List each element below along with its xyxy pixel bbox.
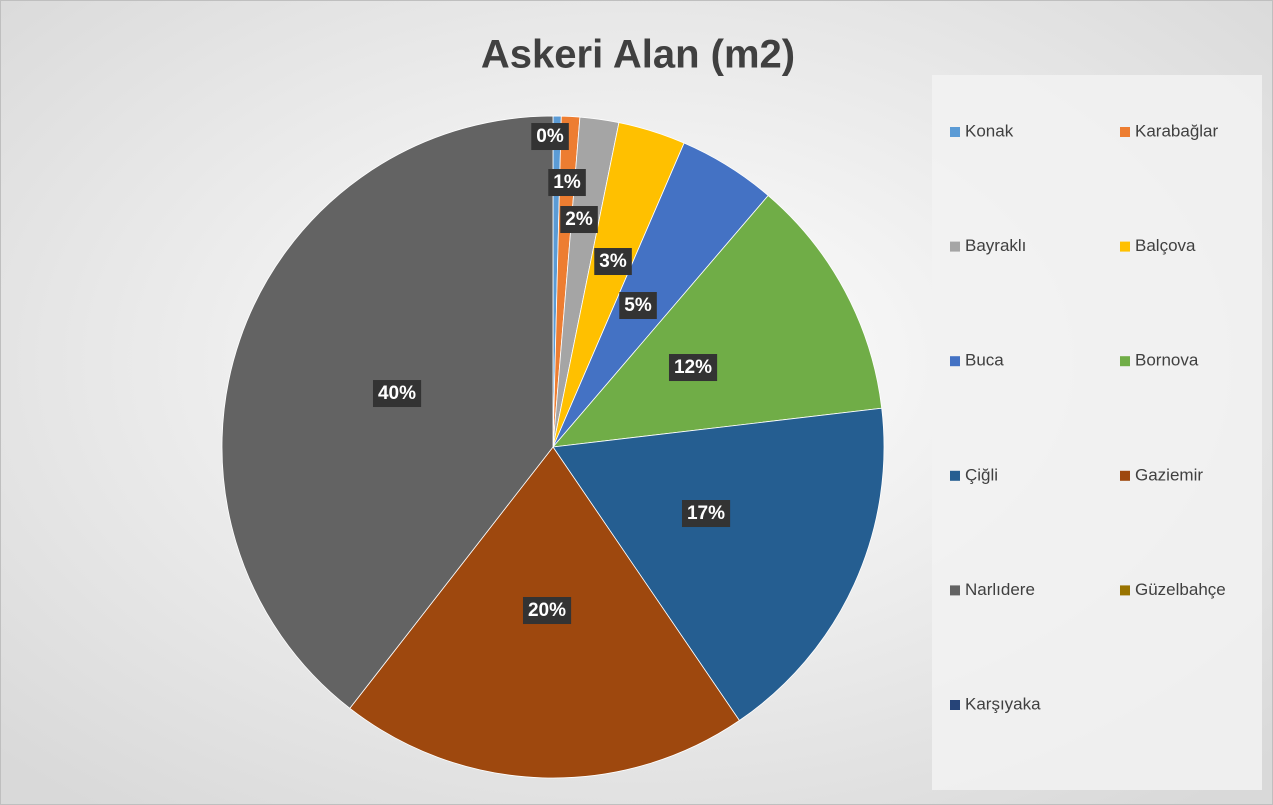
data-label: 1% [553, 172, 581, 193]
legend-label: Bornova [1135, 351, 1199, 370]
data-label: 40% [378, 383, 416, 404]
legend-panel [932, 75, 1262, 790]
pie-slice [552, 407, 885, 722]
legend-label: Bayraklı [965, 236, 1026, 255]
data-label-box [594, 248, 632, 276]
legend-label: Buca [965, 351, 1004, 370]
legend-swatch [950, 356, 960, 367]
data-label-box [668, 354, 718, 382]
legend-label: Çiğli [965, 465, 998, 484]
legend-label: Gaziemir [1135, 465, 1203, 484]
legend-label: Narlıdere [965, 580, 1035, 599]
data-label-box [548, 169, 586, 197]
data-label: 0% [536, 126, 564, 147]
legend-label: Güzelbahçe [1135, 580, 1226, 599]
data-label-box [681, 500, 731, 528]
legend-swatch [1120, 127, 1130, 137]
legend-swatch [950, 585, 960, 596]
data-label: 17% [687, 503, 725, 524]
legend-swatch [1120, 470, 1130, 481]
data-label-box [560, 206, 598, 234]
data-label: 2% [565, 209, 593, 230]
data-label: 12% [674, 357, 712, 378]
legend-swatch [950, 700, 960, 710]
pie-slice [221, 115, 554, 709]
legend-swatch [1120, 356, 1130, 367]
data-label-box [522, 597, 572, 625]
legend-swatch [950, 470, 960, 481]
legend-label: Karabağlar [1135, 121, 1219, 140]
legend-label: Konak [965, 121, 1014, 140]
legend-label: Karşıyaka [965, 694, 1041, 713]
legend-swatch [950, 241, 960, 252]
data-label: 3% [599, 251, 627, 272]
data-label: 20% [528, 600, 566, 621]
legend-swatch [1120, 241, 1130, 252]
data-label: 5% [624, 295, 652, 316]
data-label-box [531, 123, 569, 151]
legend-label: Balçova [1135, 236, 1196, 255]
legend-swatch [1120, 585, 1130, 596]
legend-swatch [950, 127, 960, 137]
chart-title: Askeri Alan (m2) [481, 33, 795, 77]
data-label-box [372, 380, 422, 408]
data-label-box [619, 292, 657, 320]
pie-slice [552, 194, 883, 448]
